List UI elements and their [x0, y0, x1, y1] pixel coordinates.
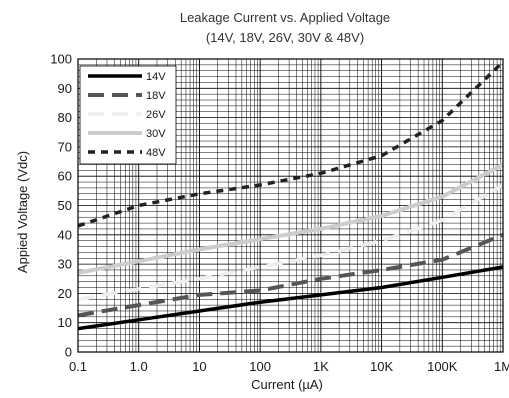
series-line-14V	[77, 265, 504, 331]
legend-label-30V: 30V	[146, 128, 166, 140]
y-tick-label: 10	[58, 315, 72, 330]
y-tick-label: 50	[58, 198, 72, 213]
plot-border	[77, 58, 504, 353]
series-line-48V	[77, 60, 505, 228]
y-tick-label: 90	[58, 81, 72, 96]
legend-label-14V: 14V	[146, 71, 166, 83]
x-tick-label: 10	[192, 359, 206, 374]
plot-frame	[77, 58, 504, 353]
x-tick-label: 1.0	[130, 359, 148, 374]
y-axis-label: Appied Voltage (Vdc)	[15, 151, 30, 273]
y-tick-label: 80	[58, 110, 72, 125]
x-tick-label: 100K	[427, 359, 458, 374]
tick-labels: 0.1 1.0 10 100 1K 10K 100K 1M 0 10 20 30 40 50 60 70 80 9…	[50, 52, 509, 375]
chart-subtitle: (14V, 18V, 26V, 30V & 48V)	[206, 30, 364, 45]
x-tick-label: 1M	[494, 359, 509, 374]
x-tick-label: 0.1	[69, 359, 87, 374]
series-line-26V	[77, 183, 504, 302]
y-tick-label: 70	[58, 139, 72, 154]
y-tick-label: 20	[58, 286, 72, 301]
legend-label-26V: 26V	[146, 109, 166, 121]
series-group	[77, 60, 505, 331]
x-tick-label: 100	[249, 359, 271, 374]
y-tick-label: 40	[58, 227, 72, 242]
x-tick-label: 10K	[370, 359, 393, 374]
y-tick-label: 30	[58, 257, 72, 272]
legend: 14V 18V 26V 30V 48V	[79, 65, 177, 165]
legend-label-48V: 48V	[146, 147, 166, 159]
legend-label-18V: 18V	[146, 90, 166, 102]
series-line-30V	[77, 162, 504, 275]
x-axis-label: Current (µA)	[251, 377, 323, 392]
y-tick-label: 0	[65, 345, 72, 360]
chart-title: Leakage Current vs. Applied Voltage	[180, 10, 390, 25]
y-tick-label: 60	[58, 169, 72, 184]
x-tick-label: 1K	[313, 359, 329, 374]
y-tick-label: 100	[50, 52, 72, 67]
series-line-18V	[77, 232, 504, 318]
